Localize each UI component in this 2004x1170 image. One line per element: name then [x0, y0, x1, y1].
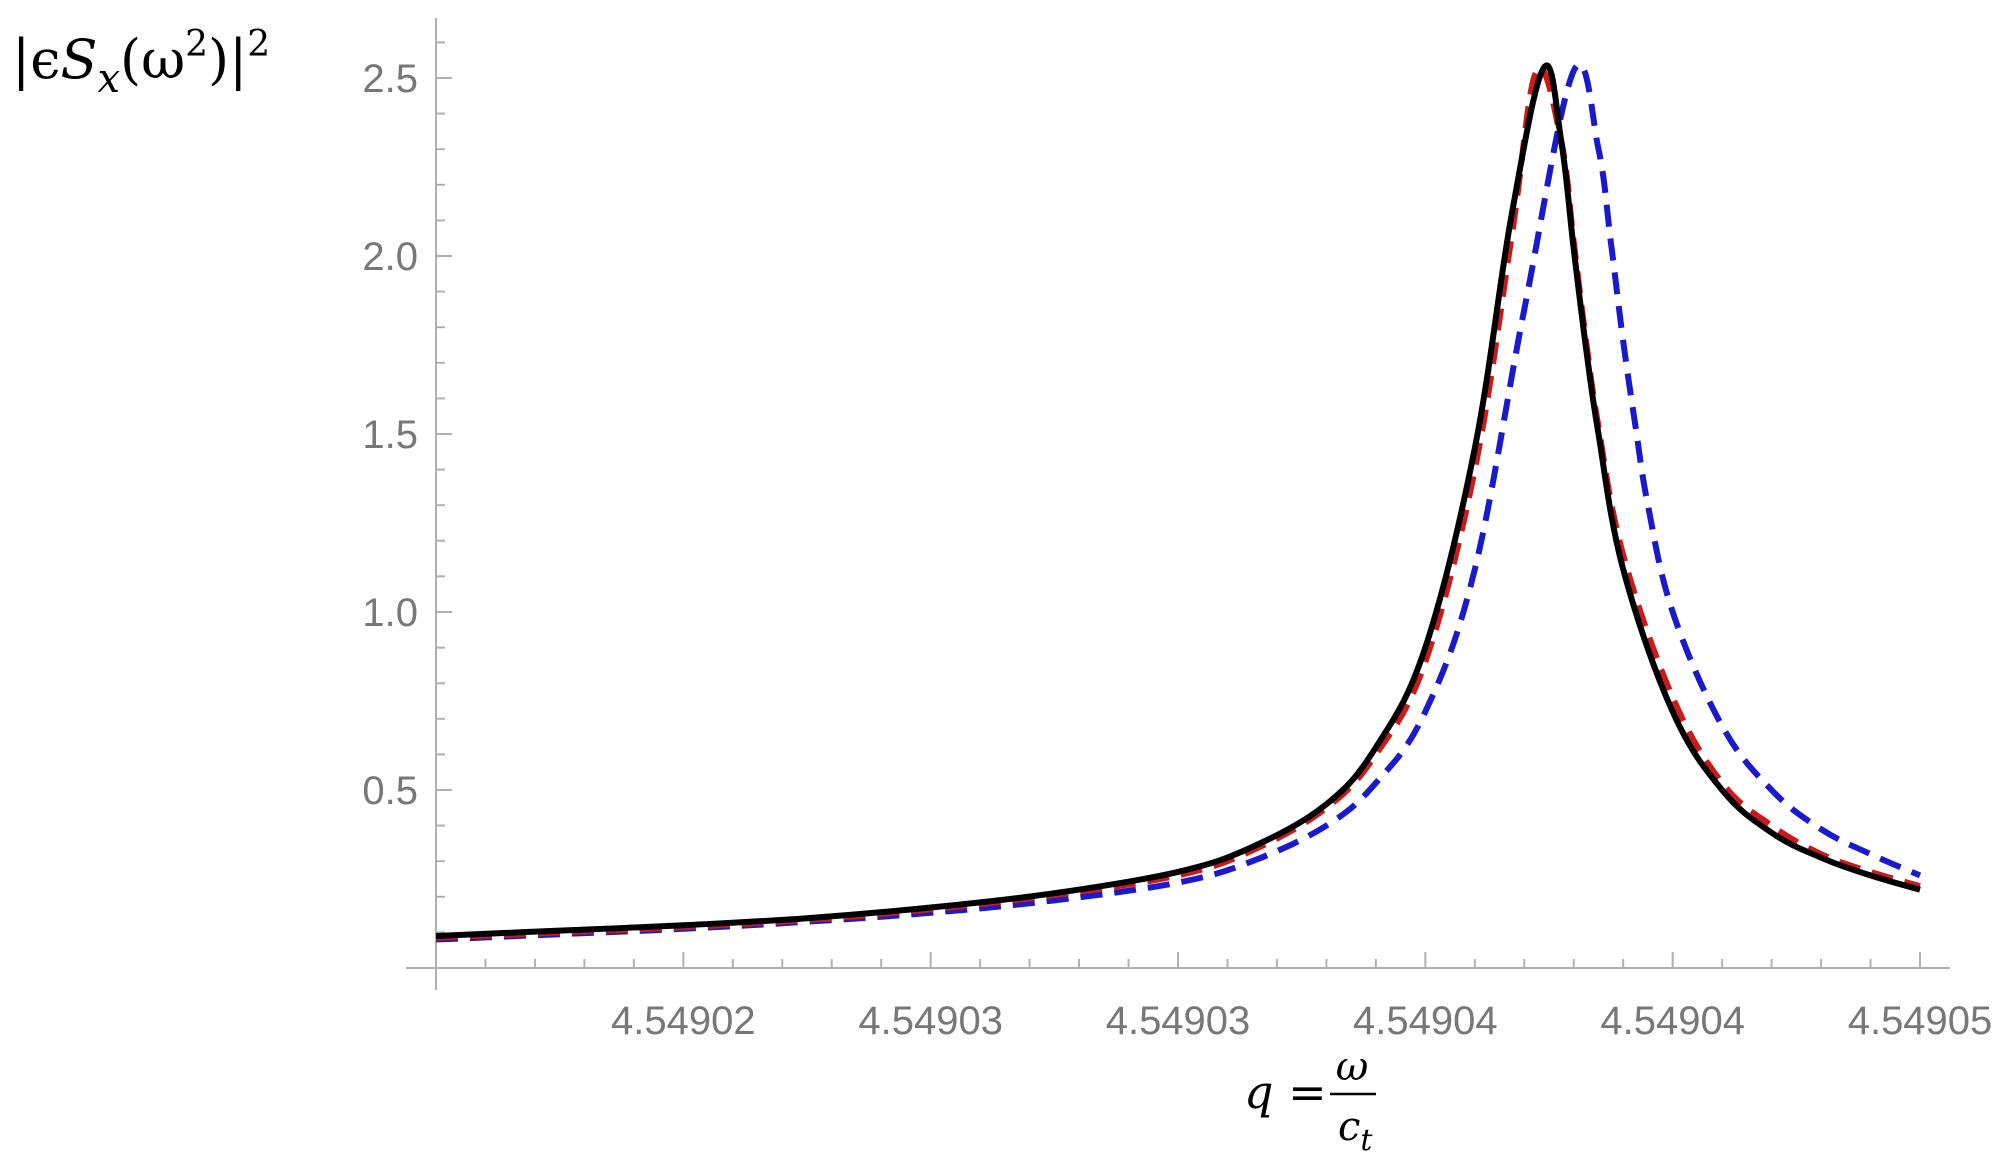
series-layer: [435, 61, 1922, 943]
y-tick-label: 1.0: [362, 591, 418, 635]
y-tick-label: 1.5: [362, 413, 418, 457]
axes: 0.5 1.0 1.5 2.0 2.5 4.54902 4.54903 4.54903 4.54…: [362, 18, 1992, 1043]
x-axis-label-numerator: ω: [1336, 1044, 1369, 1090]
x-tick-label: 4.54905: [1848, 999, 1993, 1043]
x-tick-label: 4.54904: [1353, 999, 1498, 1043]
y-tick-label: 0.5: [362, 769, 418, 813]
x-axis-label: q = ω ct: [1244, 1044, 1376, 1158]
y-tick-label: 2.0: [362, 235, 418, 279]
x-axis-label-lhs: q =: [1244, 1065, 1327, 1119]
x-axis-label-denominator: ct: [1338, 1104, 1373, 1158]
y-tick-label: 2.5: [362, 57, 418, 101]
y-axis-label: |ϵSx(ω2)|2: [12, 24, 270, 102]
x-tick-label: 4.54903: [858, 999, 1003, 1043]
x-tick-label: 4.54903: [1106, 999, 1251, 1043]
series-black-solid: [435, 62, 1921, 939]
series-blue-dashed: [435, 61, 1922, 943]
x-tick-label: 4.54904: [1600, 999, 1745, 1043]
series-red-dashed: [435, 65, 1921, 941]
x-tick-label: 4.54902: [611, 999, 756, 1043]
